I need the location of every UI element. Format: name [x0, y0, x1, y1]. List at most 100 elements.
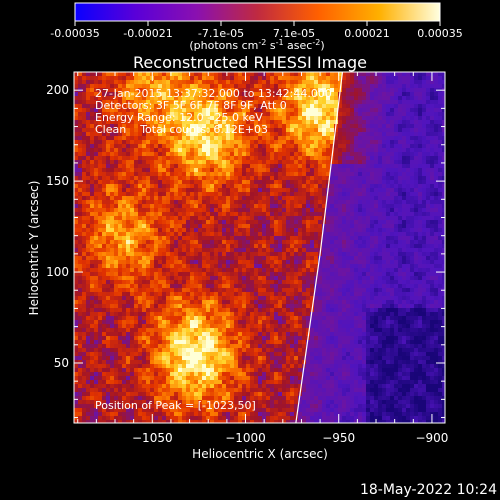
heatmap-cell — [370, 140, 375, 145]
heatmap-cell — [198, 84, 203, 89]
heatmap-cell — [210, 80, 215, 85]
heatmap-cell — [406, 100, 411, 105]
heatmap-cell — [102, 200, 107, 205]
heatmap-cell — [106, 80, 111, 85]
heatmap-cell — [118, 164, 123, 169]
heatmap-cell — [262, 140, 267, 145]
heatmap-cell — [102, 92, 107, 97]
heatmap-cell — [74, 272, 79, 277]
heatmap-cell — [310, 164, 315, 169]
heatmap-cell — [162, 128, 167, 133]
heatmap-cell — [198, 184, 203, 189]
heatmap-cell — [82, 132, 87, 137]
heatmap-cell — [298, 112, 303, 117]
heatmap-cell — [178, 88, 183, 93]
heatmap-cell — [318, 96, 323, 101]
heatmap-cell — [230, 248, 235, 253]
heatmap-cell — [214, 256, 219, 261]
heatmap-cell — [74, 280, 79, 285]
heatmap-cell — [158, 72, 163, 77]
heatmap-cell — [426, 204, 431, 209]
heatmap-cell — [198, 120, 203, 125]
heatmap-cell — [154, 224, 159, 229]
heatmap-cell — [298, 244, 303, 249]
heatmap-cell — [350, 224, 355, 229]
heatmap-cell — [114, 264, 119, 269]
heatmap-cell — [426, 272, 431, 277]
heatmap-cell — [130, 272, 135, 277]
heatmap-cell — [374, 268, 379, 273]
heatmap-cell — [178, 204, 183, 209]
heatmap-cell — [266, 148, 271, 153]
heatmap-cell — [130, 100, 135, 105]
heatmap-cell — [150, 168, 155, 173]
heatmap-cell — [86, 72, 91, 77]
heatmap-cell — [122, 272, 127, 277]
heatmap-cell — [422, 200, 427, 205]
heatmap-cell — [386, 192, 391, 197]
heatmap-cell — [290, 156, 295, 161]
heatmap-cell — [234, 80, 239, 85]
heatmap-cell — [438, 228, 443, 233]
heatmap-cell — [274, 120, 279, 125]
heatmap-cell — [222, 76, 227, 81]
heatmap-cell — [438, 84, 443, 89]
heatmap-cell — [138, 92, 143, 97]
heatmap-cell — [426, 236, 431, 241]
heatmap-cell — [358, 128, 363, 133]
heatmap-cell — [334, 144, 339, 149]
heatmap-cell — [306, 212, 311, 217]
heatmap-cell — [262, 192, 267, 197]
heatmap-cell — [154, 104, 159, 109]
heatmap-cell — [278, 204, 283, 209]
heatmap-cell — [434, 244, 439, 249]
heatmap-cell — [230, 140, 235, 145]
heatmap-cell — [414, 152, 419, 157]
heatmap-cell — [206, 272, 211, 277]
heatmap-cell — [314, 124, 319, 129]
heatmap-cell — [194, 224, 199, 229]
heatmap-cell — [210, 280, 215, 285]
heatmap-cell — [238, 240, 243, 245]
heatmap-cell — [390, 204, 395, 209]
heatmap-cell — [174, 108, 179, 113]
heatmap-cell — [98, 152, 103, 157]
heatmap-cell — [142, 132, 147, 137]
heatmap-cell — [378, 148, 383, 153]
heatmap-cell — [314, 272, 319, 277]
heatmap-cell — [182, 152, 187, 157]
heatmap-cell — [166, 204, 171, 209]
heatmap-cell — [294, 188, 299, 193]
heatmap-cell — [218, 180, 223, 185]
heatmap-cell — [154, 248, 159, 253]
heatmap-cell — [322, 104, 327, 109]
heatmap-cell — [314, 156, 319, 161]
heatmap-cell — [278, 284, 283, 289]
heatmap-cell — [442, 168, 445, 173]
heatmap-cell — [362, 112, 367, 117]
heatmap-cell — [378, 124, 383, 129]
heatmap-cell — [410, 212, 415, 217]
heatmap-cell — [262, 136, 267, 141]
heatmap-cell — [154, 88, 159, 93]
heatmap-cell — [270, 76, 275, 81]
heatmap-cell — [178, 276, 183, 281]
heatmap-cell — [154, 108, 159, 113]
heatmap-cell — [414, 116, 419, 121]
heatmap-cell — [82, 200, 87, 205]
heatmap-cell — [230, 136, 235, 141]
heatmap-cell — [178, 232, 183, 237]
heatmap-cell — [146, 276, 151, 281]
heatmap-cell — [286, 272, 291, 277]
heatmap-cell — [390, 244, 395, 249]
heatmap-cell — [82, 212, 87, 217]
heatmap-cell — [326, 208, 331, 213]
heatmap-cell — [382, 172, 387, 177]
heatmap-cell — [306, 76, 311, 81]
heatmap-cell — [374, 172, 379, 177]
heatmap-cell — [314, 100, 319, 105]
heatmap-cell — [254, 260, 259, 265]
heatmap-cell — [98, 96, 103, 101]
heatmap-cell — [130, 192, 135, 197]
heatmap-cell — [370, 108, 375, 113]
